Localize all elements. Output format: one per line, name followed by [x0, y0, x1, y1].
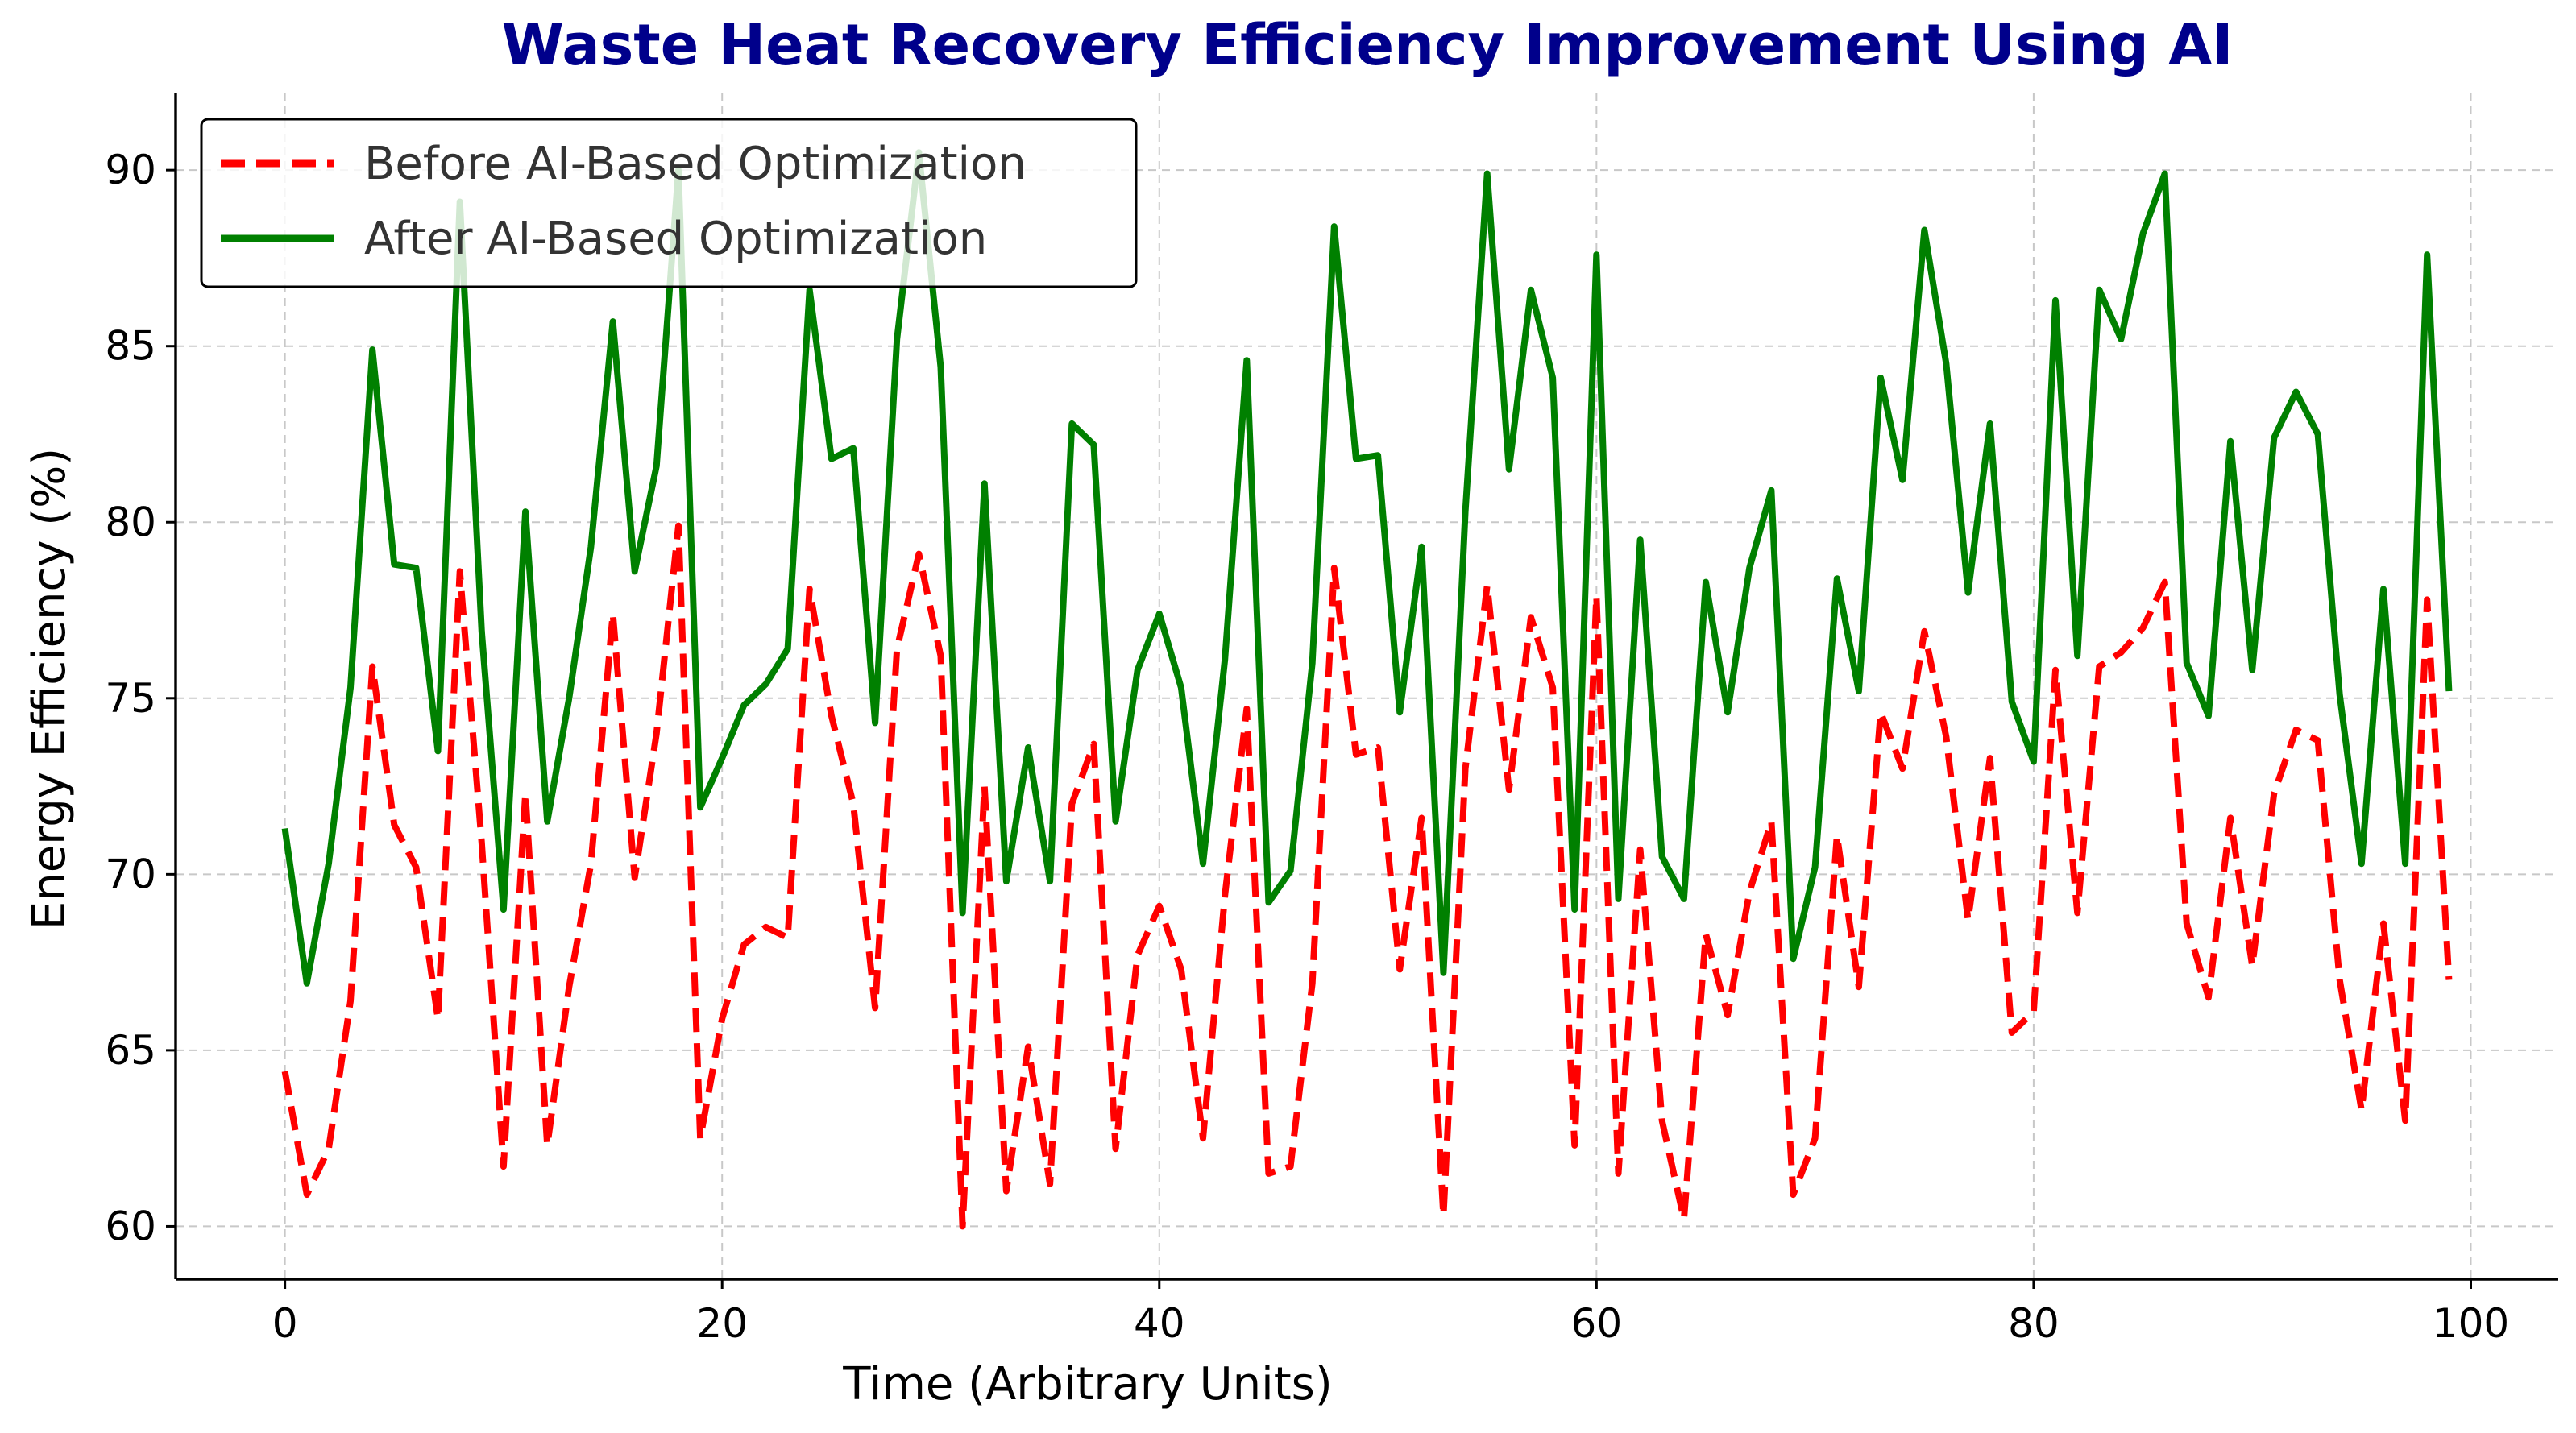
y-tick-label: 60	[105, 1203, 156, 1249]
x-tick-label: 0	[272, 1300, 298, 1347]
axes	[166, 93, 2558, 1289]
tick-labels: 0 20 40 60 80 100 60 65 70 75 80 85 90	[105, 147, 2509, 1347]
y-tick-label: 80	[105, 499, 156, 545]
plot-area	[281, 149, 2453, 1230]
y-tick-label: 65	[105, 1027, 156, 1074]
x-tick-label: 40	[1134, 1300, 1185, 1347]
y-tick-label: 70	[105, 851, 156, 897]
legend-label-after: After AI-Based Optimization	[364, 213, 987, 265]
x-tick-label: 20	[696, 1300, 748, 1347]
y-tick-label: 85	[105, 323, 156, 370]
x-axis-label: Time (Arbitrary Units)	[842, 1358, 1332, 1410]
series-line-before	[281, 522, 2453, 1230]
y-tick-label: 75	[105, 675, 156, 722]
x-tick-label: 80	[2008, 1300, 2060, 1347]
legend-box	[200, 118, 1138, 288]
x-tick-label: 60	[1571, 1300, 1623, 1347]
y-axis-label: Energy Efficiency (%)	[23, 448, 76, 930]
legend-label-before: Before AI-Based Optimization	[364, 138, 1027, 190]
x-tick-label: 100	[2433, 1300, 2509, 1347]
y-tick-label: 90	[105, 147, 156, 193]
series-line-after	[281, 149, 2453, 987]
legend: Before AI-Based Optimization After AI-Ba…	[200, 118, 1138, 288]
chart-title: Waste Heat Recovery Efficiency Improveme…	[502, 12, 2234, 78]
